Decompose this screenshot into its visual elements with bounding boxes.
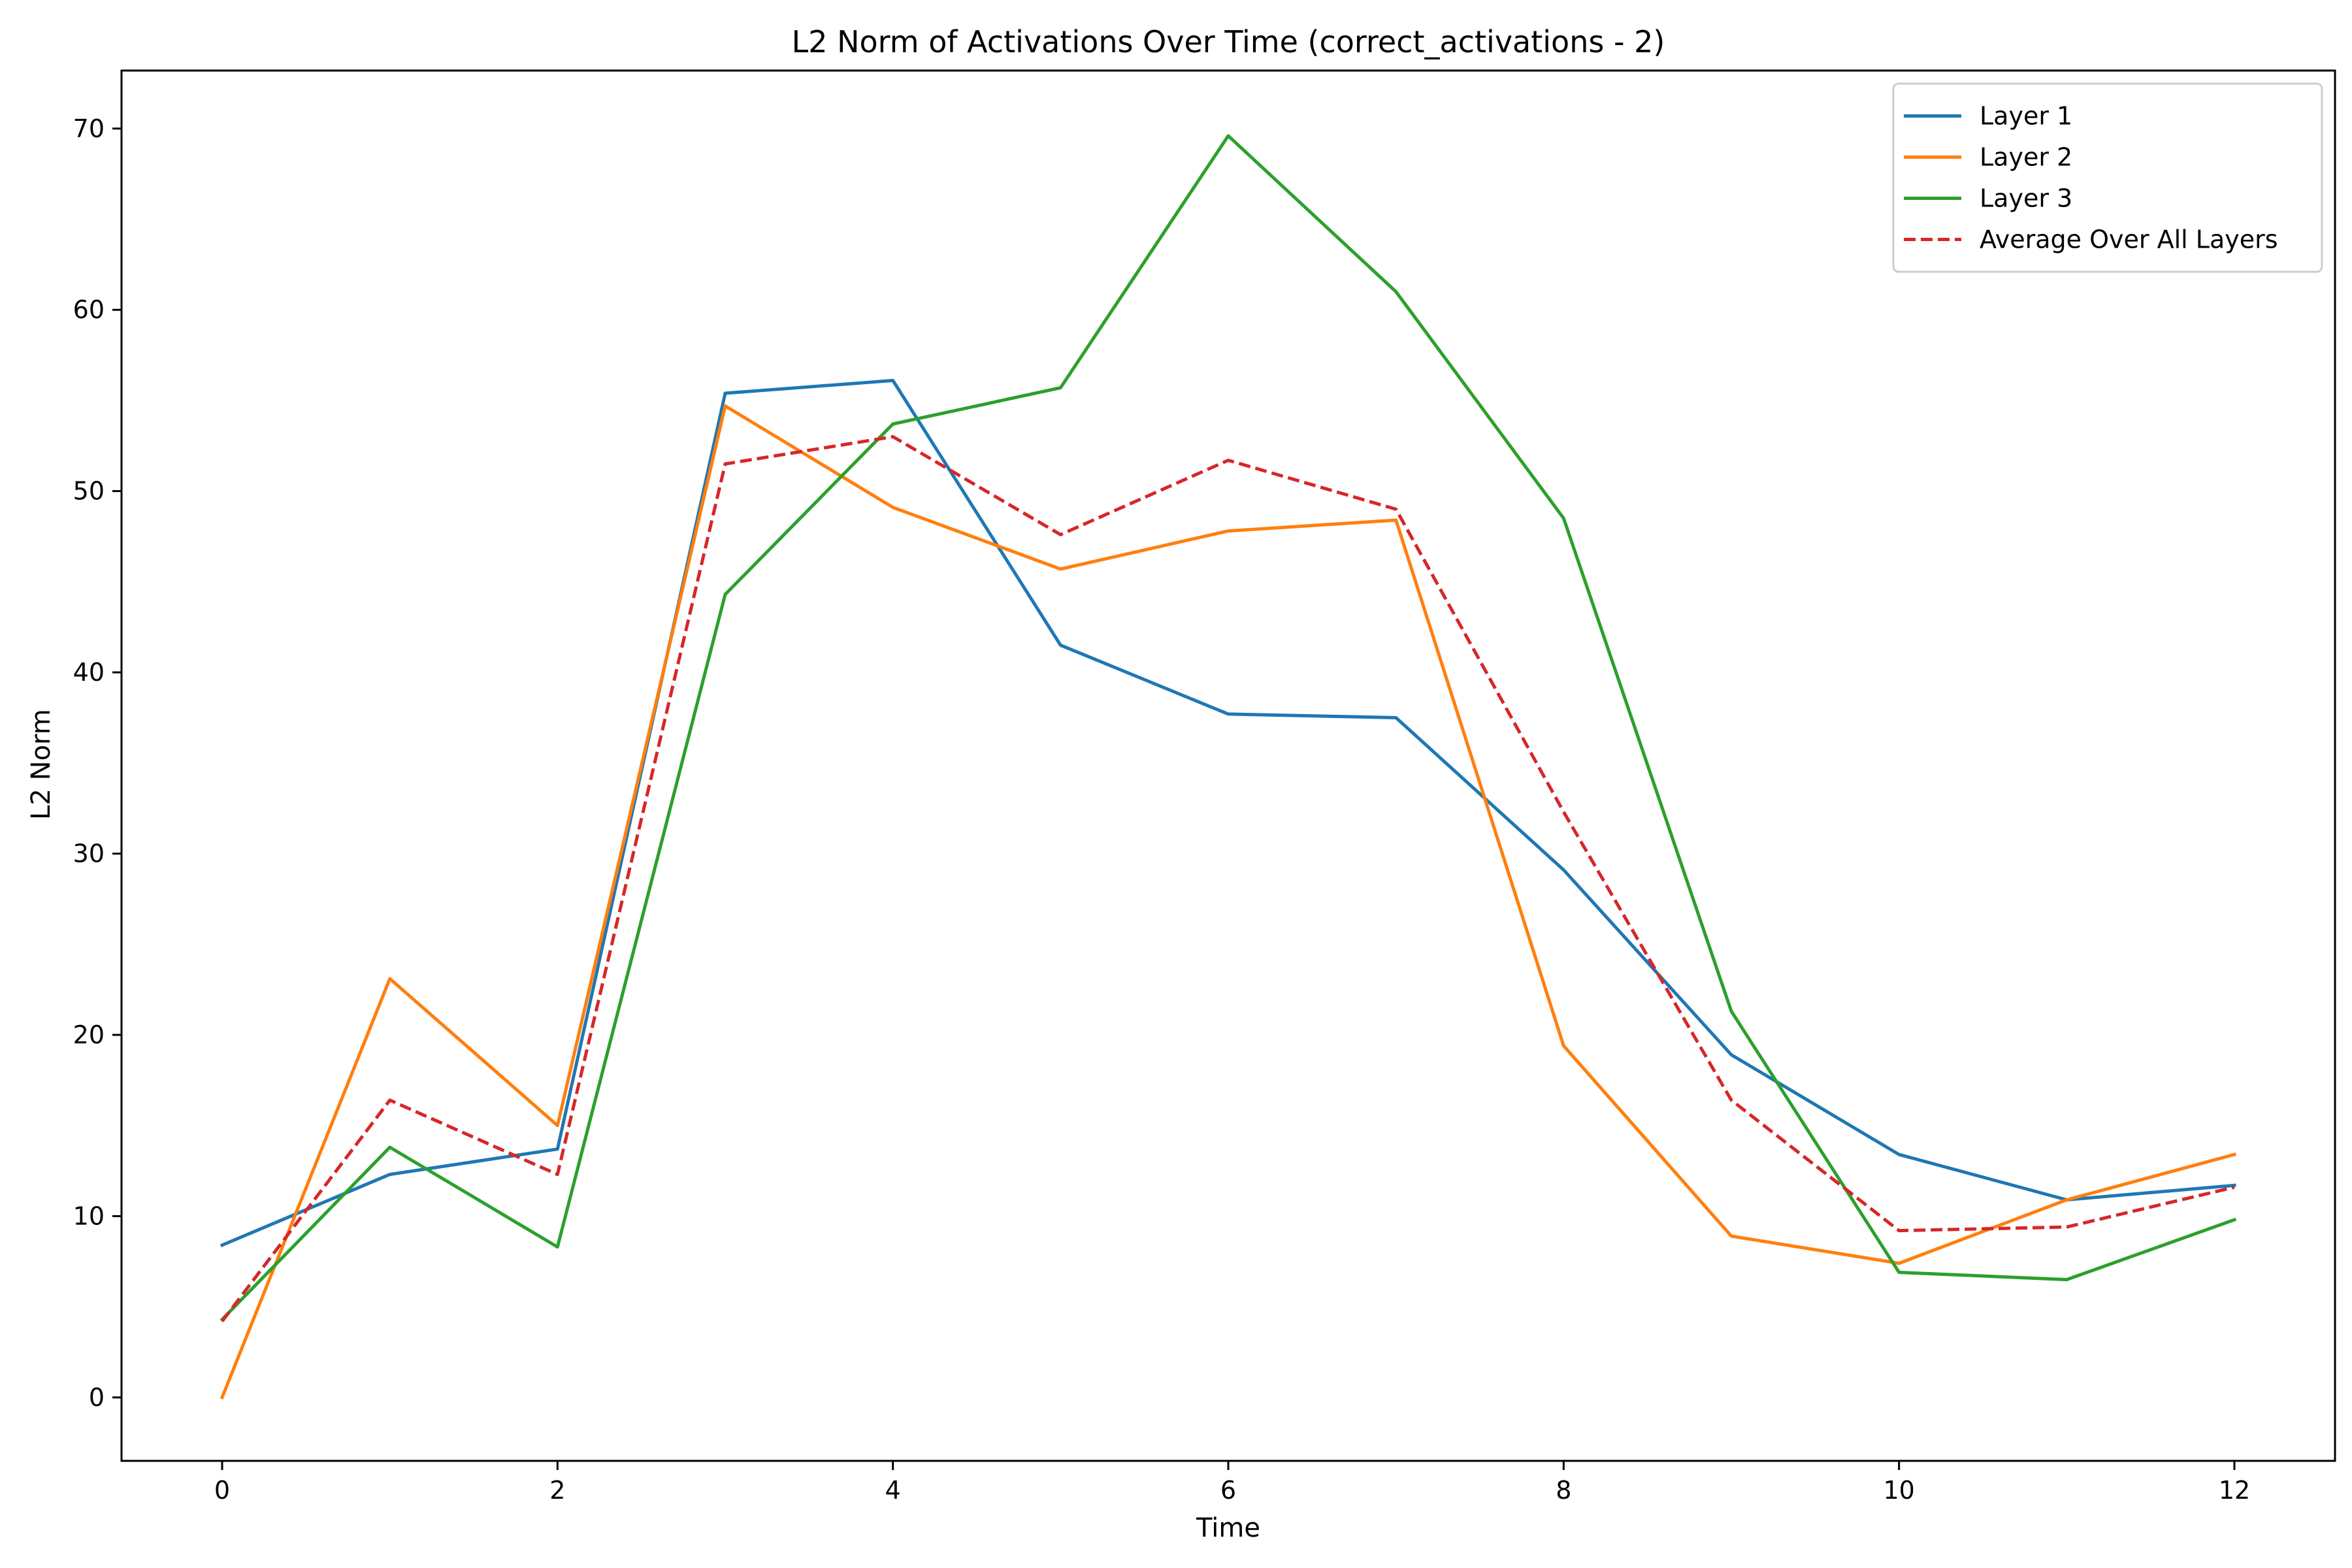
x-tick-label: 0 xyxy=(214,1476,230,1505)
x-tick-label: 2 xyxy=(549,1476,565,1505)
legend-label-2: Layer 2 xyxy=(1980,143,2072,172)
series-line-2 xyxy=(220,404,2237,1400)
legend-label-4: Average Over All Layers xyxy=(1980,225,2278,254)
x-tick-label: 10 xyxy=(1883,1476,1914,1505)
y-tick-label: 40 xyxy=(73,658,105,687)
legend: Layer 1 Layer 2 Layer 3 Average Over All La… xyxy=(1892,82,2323,273)
y-axis-label: L2 Norm xyxy=(26,709,56,820)
series-line-3 xyxy=(220,134,2237,1322)
y-tick-label: 20 xyxy=(73,1021,105,1049)
legend-label-1: Layer 1 xyxy=(1980,102,2072,131)
plot-area: 0 2 4 6 8 10 12 0 10 20 30 40 50 60 70 xyxy=(73,69,2336,1505)
series-line-4 xyxy=(221,434,2235,1322)
x-axis-label: Time xyxy=(1196,1513,1260,1543)
x-tick-label: 4 xyxy=(885,1476,901,1505)
y-tick-label: 30 xyxy=(73,840,105,868)
legend-box xyxy=(1892,82,2323,273)
legend-label-3: Layer 3 xyxy=(1980,184,2072,213)
x-tick-label: 12 xyxy=(2219,1476,2250,1505)
series-line-1 xyxy=(220,378,2236,1248)
y-tick-label: 0 xyxy=(89,1383,105,1412)
y-tick-label: 70 xyxy=(73,114,105,143)
chart-title: L2 Norm of Activations Over Time (correc… xyxy=(792,24,1665,59)
y-tick-label: 50 xyxy=(73,477,105,506)
y-tick-label: 10 xyxy=(73,1201,105,1230)
y-tick-label: 60 xyxy=(73,295,105,324)
x-tick-label: 6 xyxy=(1220,1476,1236,1505)
x-tick-label: 8 xyxy=(1556,1476,1571,1505)
